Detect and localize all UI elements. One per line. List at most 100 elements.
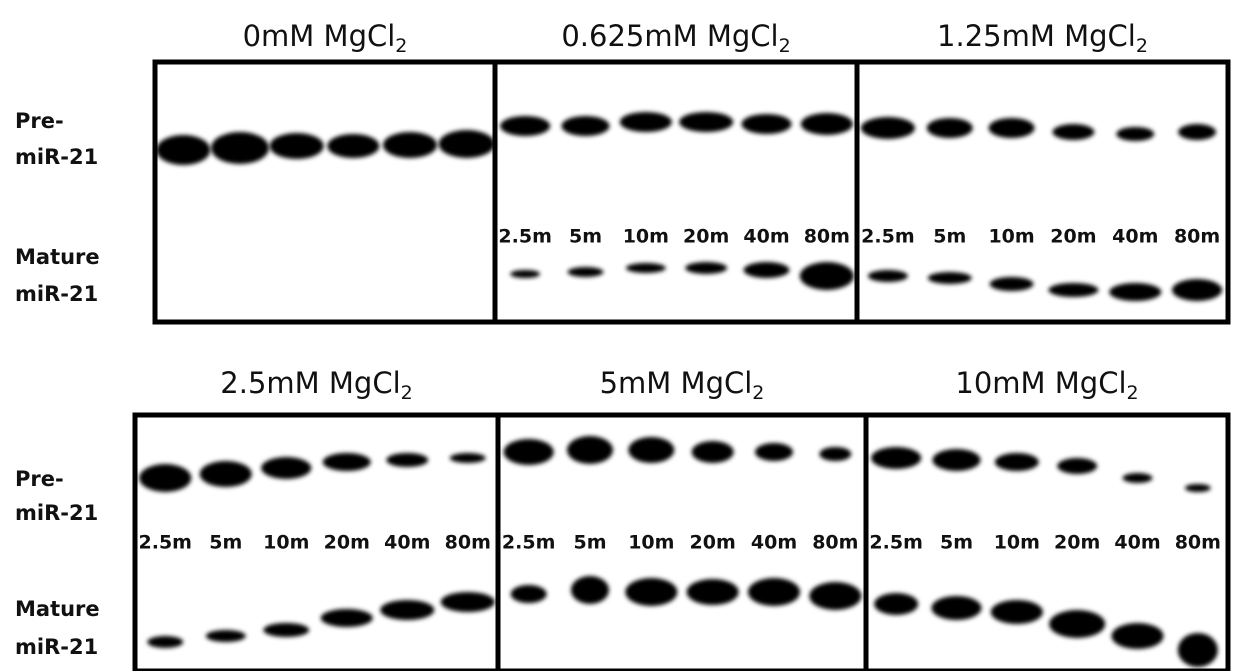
gel-band <box>927 118 973 138</box>
row-label: miR-21 <box>15 282 98 306</box>
lane-label: 2.5m <box>139 532 192 554</box>
gel-band <box>692 441 734 463</box>
row-label: Pre- <box>15 467 64 491</box>
gel-band <box>990 277 1034 291</box>
gel-band <box>386 453 428 467</box>
gel-band <box>1123 473 1153 483</box>
lane-label: 2.5m <box>861 226 914 248</box>
gel-band <box>321 609 373 627</box>
gel-band <box>261 457 311 479</box>
gel-band <box>685 262 727 274</box>
gel-band <box>504 439 554 465</box>
panel-title-main: 5mM MgCl <box>600 366 753 400</box>
panel-title-sub: 2 <box>395 35 407 57</box>
gel-band <box>809 582 861 610</box>
lane-label: 5m <box>940 532 973 554</box>
panel-title: 1.25mM MgCl2 <box>937 19 1148 57</box>
gel-band <box>625 578 677 606</box>
gel-band <box>562 116 610 136</box>
gel-band <box>1048 283 1098 297</box>
gel-band <box>147 636 183 648</box>
gel-band <box>989 118 1035 138</box>
lane-label: 10m <box>623 226 669 248</box>
gel-band <box>687 579 739 605</box>
panel-title-sub: 2 <box>752 382 764 404</box>
gel-band <box>567 436 613 464</box>
lane-label: 10m <box>263 532 309 554</box>
lane-label: 20m <box>324 532 370 554</box>
lane-label: 10m <box>628 532 674 554</box>
lane-label: 5m <box>933 226 966 248</box>
row-label: Mature <box>15 245 100 269</box>
gel-band <box>450 453 486 463</box>
gel-band <box>871 447 921 469</box>
gel-band <box>383 132 437 158</box>
gel-band <box>139 464 191 492</box>
gel-band <box>819 447 851 461</box>
gel-band <box>1178 633 1218 667</box>
gel-band <box>1185 484 1211 492</box>
row-label: Pre- <box>15 109 64 133</box>
lane-label: 80m <box>1174 226 1220 248</box>
gel-band <box>1109 283 1161 301</box>
gel-band <box>1049 610 1105 638</box>
gel-band <box>744 262 790 278</box>
gel-band <box>1112 623 1164 649</box>
gel-band <box>200 461 252 487</box>
lane-label: 2.5m <box>502 532 555 554</box>
gel-band <box>861 117 915 139</box>
gel-band <box>511 585 547 603</box>
gel-band <box>439 130 495 158</box>
panel-title-sub: 2 <box>401 382 413 404</box>
lane-label: 5m <box>209 532 242 554</box>
lane-label: 20m <box>683 226 729 248</box>
gel-band <box>441 592 495 612</box>
gel-band <box>868 270 908 282</box>
gel-band <box>679 112 733 132</box>
gel-band <box>380 600 434 620</box>
row-label: miR-21 <box>15 145 98 169</box>
gel-band <box>626 263 666 273</box>
panel-title-main: 1.25mM MgCl <box>937 19 1136 53</box>
lane-label: 40m <box>751 532 797 554</box>
lane-label: 40m <box>743 226 789 248</box>
lane-label: 20m <box>1050 226 1096 248</box>
gel-band <box>800 262 854 290</box>
panel-title-sub: 2 <box>1136 35 1148 57</box>
gel-band <box>1116 127 1154 141</box>
lane-label: 20m <box>1054 532 1100 554</box>
gel-band <box>995 453 1039 471</box>
panel-title-main: 10mM MgCl <box>955 366 1126 400</box>
gel-band <box>801 113 853 135</box>
panel-title-sub: 2 <box>779 35 791 57</box>
panel-title-main: 0.625mM MgCl <box>561 19 778 53</box>
gel-band <box>323 453 371 471</box>
panel-title-sub: 2 <box>1127 382 1139 404</box>
lane-label: 40m <box>1114 532 1160 554</box>
gel-band <box>206 630 246 642</box>
gel-band <box>755 443 793 461</box>
panel-title: 10mM MgCl2 <box>955 366 1138 404</box>
gel-band <box>1052 124 1094 140</box>
panel-title: 2.5mM MgCl2 <box>220 366 412 404</box>
panel-title: 0mM MgCl2 <box>243 19 408 57</box>
lane-label: 2.5m <box>498 226 551 248</box>
panel-title-main: 2.5mM MgCl <box>220 366 400 400</box>
gel-band <box>620 112 672 132</box>
gel-band <box>327 134 379 158</box>
lane-label: 80m <box>1175 532 1221 554</box>
gel-band <box>1172 279 1222 301</box>
lane-label: 40m <box>384 532 430 554</box>
gel-band <box>748 578 800 606</box>
gel-band <box>211 132 269 164</box>
lane-label: 2.5m <box>869 532 922 554</box>
figure: Pre-miR-21MaturemiR-210mM MgCl20.625mM M… <box>0 0 1233 671</box>
gel-band <box>568 267 604 277</box>
gel-band <box>270 133 324 159</box>
gel-band <box>628 437 674 463</box>
lane-label: 5m <box>569 226 602 248</box>
lane-label: 80m <box>804 226 850 248</box>
row-label: miR-21 <box>15 635 98 659</box>
gel-band <box>933 449 981 471</box>
panel-title-main: 0mM MgCl <box>243 19 396 53</box>
